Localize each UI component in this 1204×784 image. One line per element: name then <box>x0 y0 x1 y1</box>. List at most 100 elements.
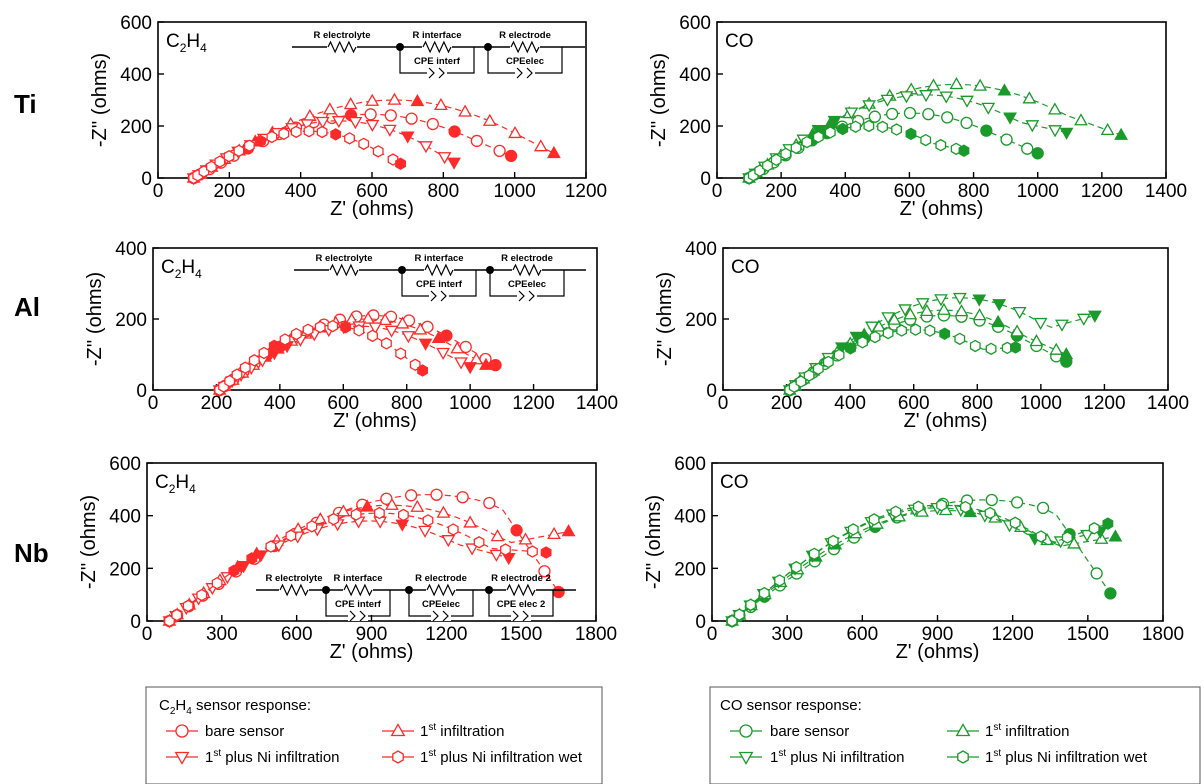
data-point <box>243 139 255 152</box>
resistor-symbol <box>506 583 536 597</box>
data-point <box>504 149 518 163</box>
data-point <box>410 499 425 512</box>
data-point <box>340 320 352 334</box>
gas-label: C2H4 <box>155 472 196 496</box>
data-point <box>322 102 337 115</box>
data-point <box>891 123 902 136</box>
circuit-label: R electrode <box>415 573 467 584</box>
data-point <box>358 137 370 151</box>
data-point <box>490 529 505 542</box>
y-tick-label: 0 <box>130 612 141 633</box>
data-point <box>228 564 240 578</box>
x-tick-label: 600 <box>894 181 926 202</box>
data-point <box>278 127 290 141</box>
series-hexagon <box>164 506 552 628</box>
data-point <box>430 488 443 501</box>
gas-label: C2H4 <box>166 31 207 55</box>
data-point <box>214 155 226 168</box>
panel-al-c2h4: 0 200 400 600 800 1000 1200 1400 0 200 400 Z' (ohms… <box>84 239 618 432</box>
data-point <box>508 125 522 139</box>
cpe-symbol <box>349 610 366 622</box>
circuit-label: R electrode 2 <box>491 573 551 584</box>
x-tick-label: 200 <box>201 393 233 414</box>
row-label-nb: Nb <box>14 538 49 568</box>
data-point <box>279 333 291 346</box>
x-tick-label: 1400 <box>1147 393 1189 414</box>
data-point <box>1035 530 1047 543</box>
data-point <box>448 125 461 138</box>
x-tick-label: 0 <box>142 624 153 645</box>
legend-co-wet: 1st plus Ni infiltration wet <box>985 748 1148 766</box>
x-axis-label: Z' (ohms) <box>904 410 988 432</box>
data-point <box>458 104 472 117</box>
data-point <box>919 303 934 317</box>
x-tick-label: 0 <box>153 181 164 202</box>
data-point <box>265 540 277 553</box>
circuit-label: R electrolyte <box>315 253 372 264</box>
data-point <box>984 506 996 520</box>
data-point <box>1033 317 1048 331</box>
data-point <box>482 113 497 126</box>
data-point <box>863 119 875 133</box>
legend-c2h4-title: C2H4 sensor response: <box>159 697 311 717</box>
data-point <box>758 586 770 600</box>
x-tick-label: 600 <box>356 181 388 202</box>
data-point <box>1088 310 1102 323</box>
data-point <box>469 352 484 365</box>
data-point <box>330 128 342 141</box>
circuit-label: R interface <box>412 30 461 41</box>
x-axis-label: Z' (ohms) <box>896 641 980 663</box>
x-axis-label: Z' (ohms) <box>330 641 414 663</box>
data-point <box>903 307 918 320</box>
data-point <box>483 496 496 510</box>
data-point <box>972 294 987 307</box>
gas-label: CO <box>731 257 760 278</box>
data-point <box>844 107 859 120</box>
data-point <box>233 144 245 158</box>
data-point <box>934 294 948 307</box>
circuit-gap <box>348 611 368 621</box>
data-point <box>1076 313 1091 326</box>
data-point <box>972 308 987 321</box>
data-point <box>171 608 183 622</box>
data-point <box>302 323 314 336</box>
data-point <box>372 145 384 158</box>
data-point <box>436 347 451 360</box>
legend-co-bare: bare sensor <box>770 723 849 740</box>
data-point <box>397 508 409 522</box>
resistor-symbol <box>343 583 373 597</box>
plot-frame <box>716 21 1167 179</box>
data-point <box>450 341 465 354</box>
data-point <box>231 368 243 381</box>
x-tick-label: 800 <box>427 181 459 202</box>
data-point <box>385 497 399 510</box>
data-point <box>306 520 318 533</box>
x-tick-label: 1000 <box>449 393 491 414</box>
data-point <box>384 109 397 122</box>
resistor-symbol <box>422 40 452 54</box>
data-point <box>348 117 363 130</box>
y-axis-label: -Z'' (ohms) <box>654 272 676 366</box>
data-point <box>1000 133 1013 146</box>
cpe-label: CPEelec <box>506 56 544 67</box>
circuit-label: R interface <box>414 253 463 264</box>
data-point <box>1100 122 1115 136</box>
data-point <box>958 144 970 157</box>
data-point <box>845 342 856 355</box>
data-point <box>827 115 842 128</box>
data-point <box>223 149 235 163</box>
cpe-symbol <box>518 290 535 302</box>
data-point <box>547 145 561 159</box>
resistor-symbol <box>426 583 456 597</box>
panel-nb-co: 0 300 600 900 1200 1500 1800 0 200 400 600 Z' (ohms… <box>643 454 1184 663</box>
data-point <box>910 323 921 336</box>
y-tick-label: 0 <box>700 169 711 190</box>
x-tick-label: 0 <box>707 624 718 645</box>
data-point <box>404 489 418 502</box>
resistor-symbol <box>512 263 542 277</box>
data-point <box>896 324 908 337</box>
data-point <box>384 325 399 338</box>
x-tick-label: 0 <box>718 393 729 414</box>
data-point <box>254 134 266 148</box>
